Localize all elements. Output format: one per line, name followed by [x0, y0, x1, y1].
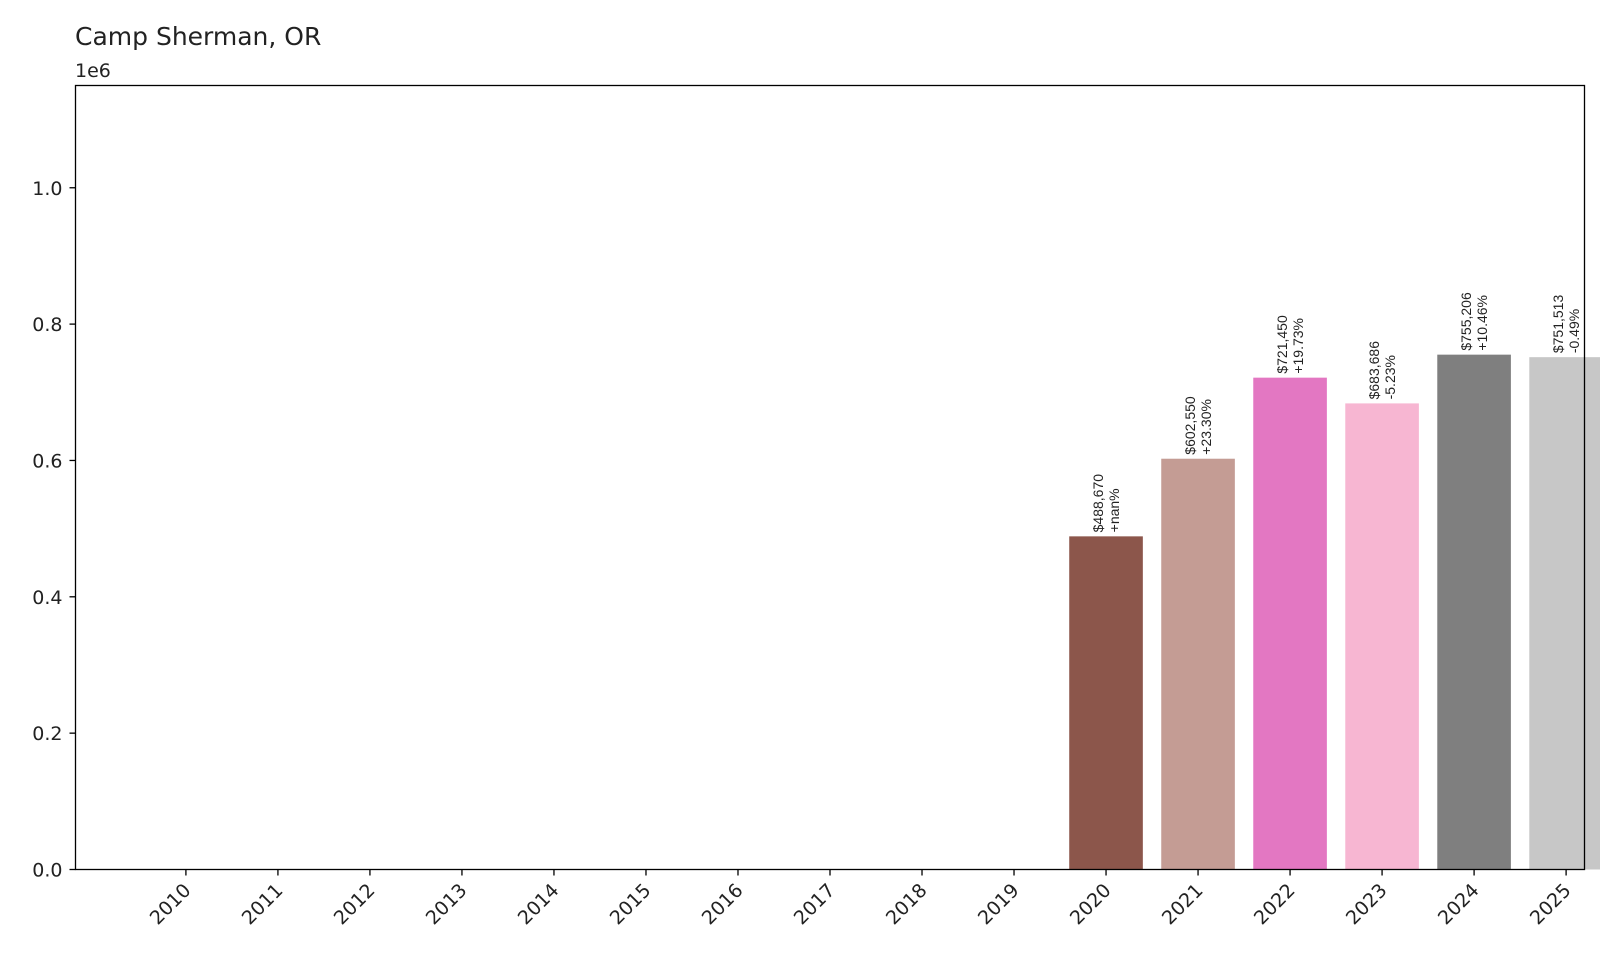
bars-layer: [1069, 354, 1600, 870]
y-tick-label: 0.2: [32, 723, 62, 745]
y-tick-label: 0.8: [32, 314, 62, 336]
bar-price-label: $751,513: [1550, 295, 1566, 354]
plot-frame: [74, 84, 1586, 871]
y-tick-label: 1.0: [32, 178, 62, 200]
y-axis-offset-label: 1e6: [75, 60, 111, 82]
x-tick-label: 2020: [1066, 879, 1116, 929]
x-tick-label: 2023: [1342, 879, 1392, 929]
bar-change-label: -5.23%: [1382, 355, 1398, 399]
bar-change-label: +19.73%: [1290, 318, 1306, 374]
x-tick-label: 2021: [1158, 879, 1208, 929]
bar-label-group-2022: $721,450 +19.73%: [1274, 315, 1306, 374]
chart-title: Camp Sherman, OR: [75, 22, 321, 51]
bar-label-group-2025: $751,513 -0.49%: [1550, 295, 1582, 354]
bar-price-label: $488,670: [1090, 474, 1106, 533]
y-tick-label: 0.6: [32, 450, 62, 472]
bar-price-label: $721,450: [1274, 315, 1290, 374]
x-tick-label: 2014: [514, 879, 564, 929]
y-tick-label: 0.0: [32, 860, 62, 882]
bar-price-label: $602,550: [1182, 396, 1198, 455]
bar-2023: [1345, 403, 1419, 870]
bar-label-group-2023: $683,686 -5.23%: [1366, 341, 1398, 400]
x-tick-label: 2024: [1434, 879, 1484, 929]
x-tick-label: 2025: [1526, 879, 1576, 929]
bar-2025: [1529, 357, 1600, 870]
bar-labels-layer: $488,670 +nan% $602,550 +23.30% $721,450 +19.…: [1090, 292, 1582, 532]
bar-label-group-2024: $755,206 +10.46%: [1458, 292, 1490, 351]
bar-change-label: +nan%: [1106, 488, 1122, 532]
bar-change-label: +10.46%: [1474, 295, 1490, 351]
bar-2024: [1437, 354, 1511, 870]
bar-price-label: $755,206: [1458, 292, 1474, 351]
bar-price-label: $683,686: [1366, 341, 1382, 400]
bar-label-group-2020: $488,670 +nan%: [1090, 474, 1122, 533]
bar-label-group-2021: $602,550 +23.30%: [1182, 396, 1214, 455]
x-tick-label: 2015: [606, 879, 656, 929]
y-axis: 0.0 0.2 0.4 0.6 0.8 1.0: [32, 178, 76, 882]
x-tick-label: 2013: [422, 879, 472, 929]
bar-2020: [1069, 536, 1143, 870]
bar-2022: [1253, 377, 1327, 870]
y-tick-label: 0.4: [32, 587, 62, 609]
x-tick-label: 2018: [882, 879, 932, 929]
x-tick-label: 2017: [790, 879, 840, 929]
bar-change-label: +23.30%: [1198, 399, 1214, 455]
x-tick-label: 2011: [238, 879, 288, 929]
x-tick-label: 2022: [1250, 879, 1300, 929]
x-axis: 2010 2011 2012 2013 2014 2015 2016 2017 2018 2019…: [146, 869, 1576, 929]
x-tick-label: 2010: [146, 879, 196, 929]
bar-2021: [1161, 458, 1235, 870]
x-tick-label: 2012: [330, 879, 380, 929]
bar-change-label: -0.49%: [1566, 309, 1582, 353]
x-tick-label: 2016: [698, 879, 748, 929]
x-tick-label: 2019: [974, 879, 1024, 929]
